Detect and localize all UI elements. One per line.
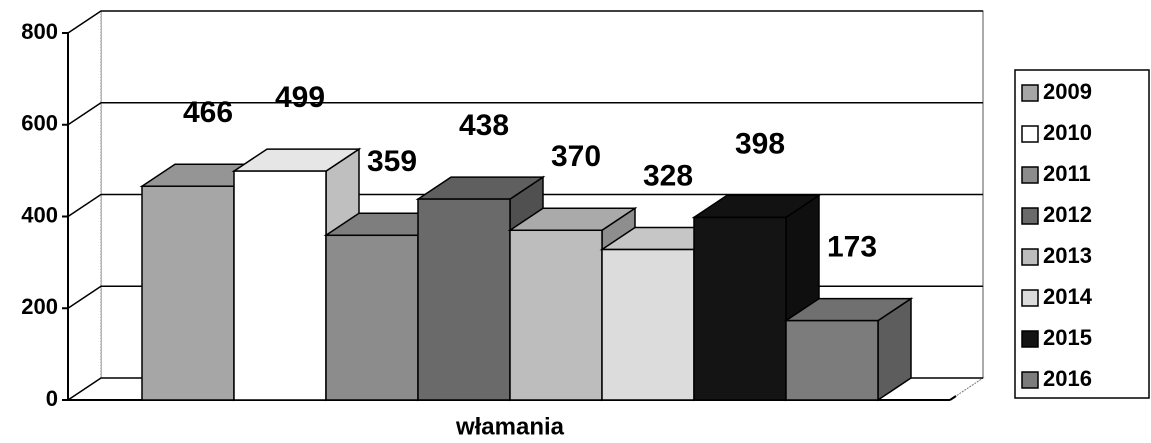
legend-label: 2015: [1043, 325, 1092, 350]
data-label: 359: [367, 145, 417, 178]
bar: [783, 297, 914, 402]
y-tick-label: 0: [46, 386, 58, 411]
data-label: 173: [827, 231, 877, 264]
y-tick-label: 200: [21, 294, 58, 319]
bar-front: [785, 319, 879, 401]
legend-swatch: [1021, 330, 1039, 348]
y-tick-label: 400: [21, 202, 58, 227]
grid-line: [67, 10, 983, 34]
legend-label: 2016: [1043, 366, 1092, 391]
bar-front: [325, 234, 419, 401]
legend-swatch: [1021, 248, 1039, 266]
legend-swatch: [1021, 207, 1039, 225]
bar-front: [601, 248, 695, 401]
bar-front: [233, 170, 327, 401]
x-axis-label: włamania: [455, 413, 565, 440]
legend-label: 2012: [1043, 202, 1092, 227]
legend-label: 2009: [1043, 79, 1092, 104]
data-label: 499: [275, 81, 325, 114]
data-label: 370: [551, 140, 601, 173]
legend-label: 2011: [1043, 161, 1091, 186]
y-tick-label: 800: [21, 19, 58, 44]
y-tick-label: 600: [21, 111, 58, 136]
legend-swatch: [1021, 84, 1039, 102]
bar-front: [417, 198, 511, 401]
legend-label: 2010: [1043, 120, 1092, 145]
legend-swatch: [1021, 166, 1039, 184]
legend-label: 2013: [1043, 243, 1092, 268]
grid-line: [67, 193, 983, 218]
bar-front: [509, 229, 603, 401]
legend-label: 2014: [1043, 284, 1093, 309]
bar-front: [693, 216, 787, 401]
legend-swatch: [1021, 371, 1039, 389]
data-label: 398: [735, 127, 785, 160]
grid-line: [67, 102, 983, 126]
legend-swatch: [1021, 289, 1039, 307]
data-label: 438: [459, 109, 509, 142]
x-axis-end: [949, 395, 957, 401]
legend-swatch: [1021, 125, 1039, 143]
data-label: 328: [643, 159, 693, 192]
bar-front: [141, 185, 235, 401]
data-label: 466: [183, 96, 233, 129]
